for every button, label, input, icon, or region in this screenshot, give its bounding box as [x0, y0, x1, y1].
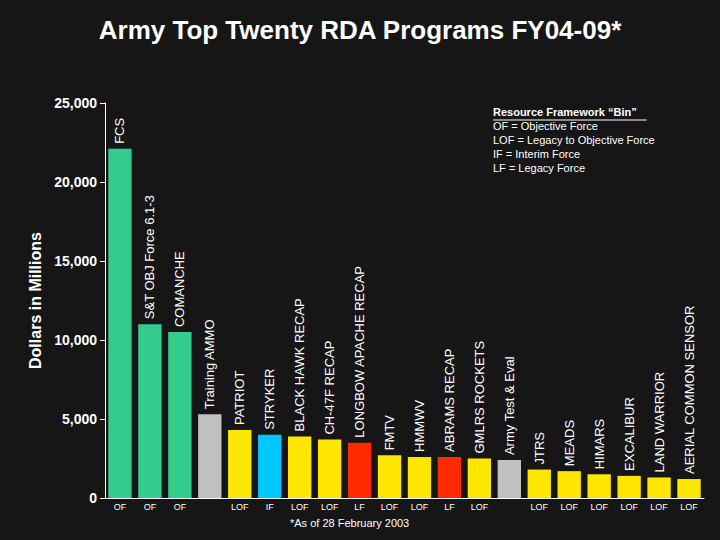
svg-text:20,000: 20,000: [54, 174, 97, 190]
svg-text:LOF: LOF: [291, 502, 309, 512]
svg-text:IF = Interim Force: IF = Interim Force: [493, 148, 580, 160]
svg-text:ABRAMS RECAP: ABRAMS RECAP: [442, 349, 457, 452]
svg-text:OF: OF: [174, 502, 187, 512]
svg-text:FCS: FCS: [112, 117, 127, 143]
svg-text:OF: OF: [144, 502, 157, 512]
svg-text:AERIAL COMMON SENSOR: AERIAL COMMON SENSOR: [682, 305, 697, 474]
svg-text:EXCALIBUR: EXCALIBUR: [622, 397, 637, 471]
svg-text:BLACK HAWK RECAP: BLACK HAWK RECAP: [292, 298, 307, 431]
svg-text:Dollars in Millions: Dollars in Millions: [27, 232, 44, 369]
svg-text:LONGBOW APACHE RECAP: LONGBOW APACHE RECAP: [352, 266, 367, 438]
svg-text:Army Top Twenty RDA Programs F: Army Top Twenty RDA Programs FY04-09*: [99, 15, 622, 45]
svg-text:LOF: LOF: [650, 502, 668, 512]
svg-text:MEADS: MEADS: [562, 420, 577, 467]
svg-text:*As of 28 February 2003: *As of 28 February 2003: [290, 517, 409, 529]
svg-text:LOF: LOF: [560, 502, 578, 512]
svg-text:LOF: LOF: [411, 502, 429, 512]
svg-text:LOF: LOF: [620, 502, 638, 512]
svg-text:LOF: LOF: [680, 502, 698, 512]
svg-text:Training AMMO: Training AMMO: [202, 319, 217, 409]
svg-text:GMLRS ROCKETS: GMLRS ROCKETS: [472, 340, 487, 453]
svg-text:LOF: LOF: [231, 502, 249, 512]
svg-text:LOF: LOF: [531, 502, 549, 512]
svg-text:LAND WARRIOR: LAND WARRIOR: [652, 372, 667, 473]
svg-text:LF: LF: [444, 502, 455, 512]
svg-text:IF: IF: [266, 502, 275, 512]
svg-text:CH-47F RECAP: CH-47F RECAP: [322, 341, 337, 435]
svg-text:OF = Objective Force: OF = Objective Force: [493, 120, 598, 132]
svg-text:PATRIOT: PATRIOT: [232, 371, 247, 425]
svg-text:LOF: LOF: [321, 502, 339, 512]
svg-text:FMTV: FMTV: [382, 415, 397, 451]
svg-text:OF: OF: [114, 502, 127, 512]
svg-text:LOF: LOF: [590, 502, 608, 512]
svg-text:JTRS: JTRS: [532, 432, 547, 465]
svg-text:HIMARS: HIMARS: [592, 418, 607, 469]
svg-text:15,000: 15,000: [54, 253, 97, 269]
svg-text:LF = Legacy Force: LF = Legacy Force: [493, 162, 585, 174]
svg-text:STRYKER: STRYKER: [262, 369, 277, 430]
svg-text:5,000: 5,000: [62, 411, 97, 427]
svg-text:0: 0: [89, 490, 97, 506]
svg-text:Resource Framework “Bin”: Resource Framework “Bin”: [493, 106, 637, 118]
svg-text:LF: LF: [354, 502, 365, 512]
svg-text:S&T OBJ Force 6.1-3: S&T OBJ Force 6.1-3: [142, 195, 157, 319]
svg-text:LOF: LOF: [381, 502, 399, 512]
svg-text:COMANCHE: COMANCHE: [172, 251, 187, 327]
svg-text:Army Test & Eval: Army Test & Eval: [502, 356, 517, 455]
svg-text:25,000: 25,000: [54, 95, 97, 111]
svg-text:HMMWV: HMMWV: [412, 400, 427, 452]
svg-text:LOF: LOF: [471, 502, 489, 512]
svg-text:LOF = Legacy to Objective Forc: LOF = Legacy to Objective Force: [493, 134, 655, 146]
svg-text:10,000: 10,000: [54, 332, 97, 348]
